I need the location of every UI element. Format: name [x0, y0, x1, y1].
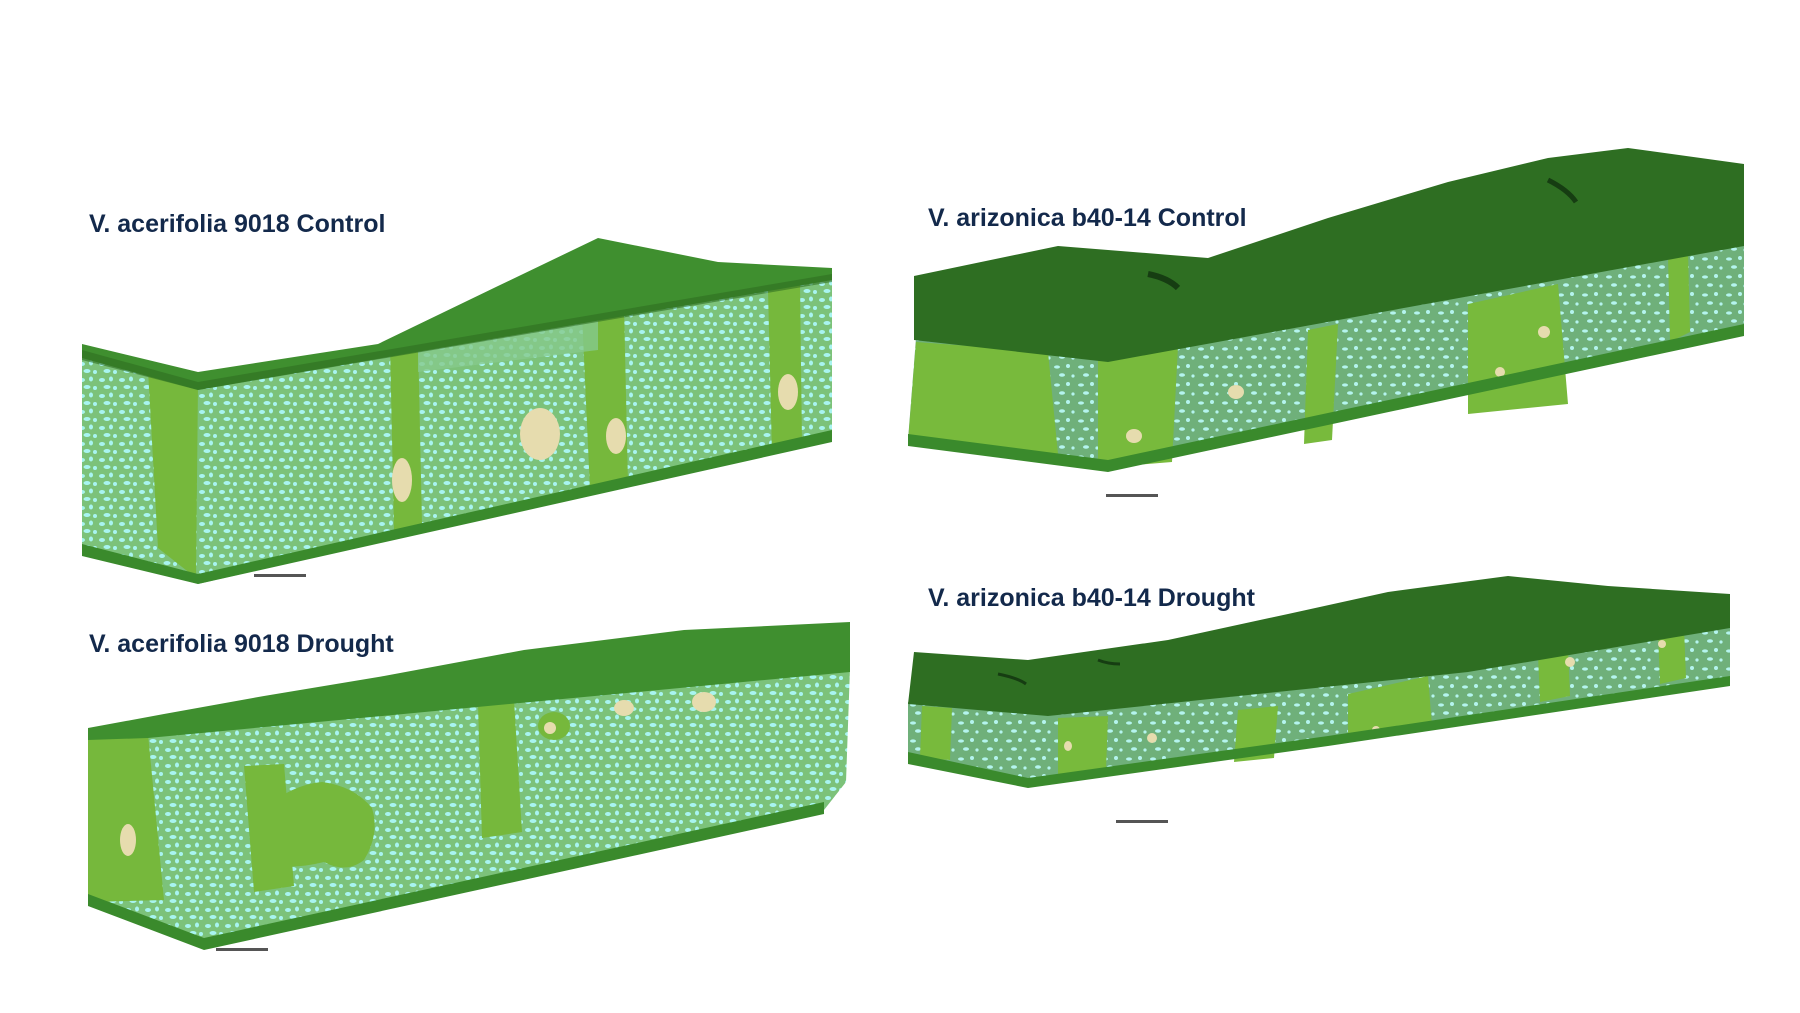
panel-title-acerifolia-control: V. acerifolia 9018 Control [89, 210, 386, 238]
scale-bar [1116, 820, 1168, 823]
scale-bar [254, 574, 306, 577]
leaf-front-face [82, 278, 832, 584]
panel-title-arizonica-drought: V. arizonica b40-14 Drought [928, 584, 1255, 612]
leaf-render-arizonica-control [908, 148, 1744, 472]
leaf-render-acerifolia-drought [88, 622, 850, 950]
leaf-front-face [908, 242, 1744, 472]
panel-title-arizonica-control: V. arizonica b40-14 Control [928, 204, 1247, 232]
leaf-front-face [88, 668, 850, 950]
leaf-top-surface [908, 576, 1730, 716]
leaf-top-surface [88, 622, 850, 740]
leaf-render-acerifolia-control [82, 238, 832, 584]
leaf-front-face [908, 624, 1730, 788]
panel-title-acerifolia-drought: V. acerifolia 9018 Drought [89, 630, 394, 658]
scale-bar [1106, 494, 1158, 497]
scale-bar [216, 948, 268, 951]
leaf-top-surface [82, 238, 832, 390]
leaf-top-surface [914, 148, 1744, 362]
leaf-render-arizonica-drought [908, 576, 1730, 788]
